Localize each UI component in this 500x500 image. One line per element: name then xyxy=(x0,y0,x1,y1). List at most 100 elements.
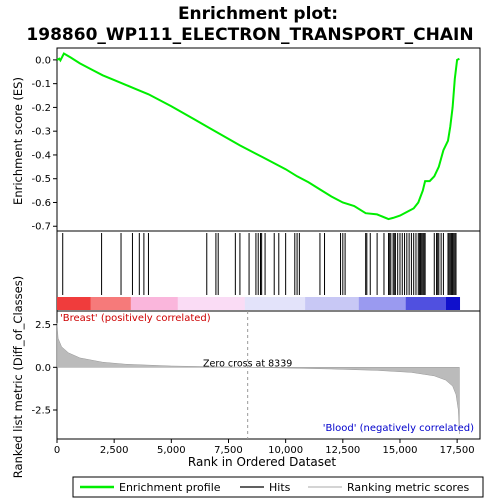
color-bar-segment xyxy=(338,297,347,310)
color-bar-segment xyxy=(150,297,159,310)
x-axis-label: Rank in Ordered Dataset xyxy=(188,455,336,469)
es-y-tick-label: -0.2 xyxy=(31,103,51,114)
ranking-metric-area xyxy=(56,322,460,434)
metric-y-tick-label: 2.5 xyxy=(35,320,51,331)
metric-y-tick-label: 0.0 xyxy=(35,363,51,374)
metric-panel-frame xyxy=(56,310,481,440)
color-bar-segment xyxy=(446,297,454,310)
color-bar-segment xyxy=(325,297,333,310)
color-bar-segment xyxy=(130,297,139,310)
x-axis-ticks: 0 2,500 5,000 7,500 10,000 12,500 15,000 17,500 xyxy=(54,439,475,456)
color-bar-segment xyxy=(144,297,152,310)
zero-cross-label: Zero cross at 8339 xyxy=(203,358,292,369)
es-y-tick-label: -0.5 xyxy=(31,174,51,185)
color-bar-segment xyxy=(63,297,72,310)
color-bar-segment xyxy=(231,297,239,310)
color-bar-segment xyxy=(392,297,400,310)
color-bar-segment xyxy=(419,297,427,310)
color-bar-segment xyxy=(244,297,253,310)
legend: Enrichment profile Hits Ranking metric sco… xyxy=(80,481,469,494)
color-bar-segment xyxy=(352,297,360,310)
metric-panel-ticks: 2.5 0.0 -2.5 xyxy=(31,320,57,416)
negative-class-label: 'Blood' (negatively correlated) xyxy=(323,423,474,434)
color-bar-segment xyxy=(204,297,212,310)
color-bar-segment xyxy=(285,297,293,310)
color-bar-segment xyxy=(278,297,286,310)
color-bar-segment xyxy=(432,297,440,310)
color-bar-segment xyxy=(117,297,125,310)
es-y-tick-label: -0.4 xyxy=(31,150,51,161)
legend-label: Hits xyxy=(269,481,291,494)
color-bar-segment xyxy=(452,297,461,310)
x-tick-label: 0 xyxy=(54,445,60,456)
color-bar-segment xyxy=(358,297,367,310)
metric-y-tick-label: -2.5 xyxy=(31,405,51,416)
chart-title-line2: 198860_WP111_ELECTRON_TRANSPORT_CHAIN xyxy=(26,25,473,45)
color-bar-segment xyxy=(412,297,420,310)
color-bar-segment xyxy=(425,297,434,310)
legend-box xyxy=(72,476,484,498)
color-bar-segment xyxy=(311,297,320,310)
color-bar-segment xyxy=(184,297,192,310)
color-bar-segment xyxy=(251,297,259,310)
color-bar-segment xyxy=(124,297,132,310)
es-y-axis-label: Enrichment score (ES) xyxy=(11,77,25,205)
ranking-color-bar xyxy=(57,297,461,310)
positive-class-label: 'Breast' (positively correlated) xyxy=(60,313,211,324)
x-tick-label: 17,500 xyxy=(440,445,475,456)
color-bar-segment xyxy=(90,297,98,310)
color-bar-segment xyxy=(57,297,65,310)
x-tick-label: 5,000 xyxy=(157,445,186,456)
color-bar-segment xyxy=(271,297,279,310)
es-panel-ticks: 0.0 -0.1 -0.2 -0.3 -0.4 -0.5 -0.6 -0.7 xyxy=(31,55,57,233)
x-tick-label: 2,500 xyxy=(100,445,129,456)
color-bar-segment xyxy=(197,297,206,310)
es-y-tick-label: -0.6 xyxy=(31,198,51,209)
color-bar-segment xyxy=(157,297,165,310)
color-bar-segment xyxy=(345,297,353,310)
color-bar-segment xyxy=(171,297,179,310)
color-bar-segment xyxy=(318,297,326,310)
enrichment-profile-line xyxy=(56,52,460,221)
es-y-tick-label: -0.1 xyxy=(31,79,51,90)
es-panel-frame xyxy=(56,47,481,232)
color-bar-segment xyxy=(177,297,186,310)
x-tick-label: 10,000 xyxy=(268,445,303,456)
color-bar-segment xyxy=(258,297,266,310)
hit-markers xyxy=(62,233,457,295)
color-bar-segment xyxy=(110,297,118,310)
color-bar-segment xyxy=(224,297,232,310)
color-bar-segment xyxy=(83,297,92,310)
color-bar-segment xyxy=(305,297,313,310)
color-bar-segment xyxy=(378,297,387,310)
color-bar-segment xyxy=(331,297,340,310)
color-bar-segment xyxy=(385,297,393,310)
color-bar-segment xyxy=(137,297,145,310)
color-bar-segment xyxy=(372,297,380,310)
es-y-tick-label: 0.0 xyxy=(35,55,51,66)
color-bar-segment xyxy=(97,297,105,310)
legend-label: Enrichment profile xyxy=(119,481,221,494)
color-bar-segment xyxy=(405,297,414,310)
color-bar-segment xyxy=(399,297,407,310)
color-bar-segment xyxy=(77,297,85,310)
color-bar-segment xyxy=(217,297,226,310)
es-y-tick-label: -0.3 xyxy=(31,127,51,138)
color-bar-segment xyxy=(298,297,306,310)
color-bar-segment xyxy=(164,297,172,310)
metric-y-axis-label: Ranked list metric (Diff_of_Classes) xyxy=(11,276,25,478)
x-tick-label: 15,000 xyxy=(382,445,417,456)
color-bar-segment xyxy=(103,297,112,310)
color-bar-segment xyxy=(365,297,373,310)
legend-label: Ranking metric scores xyxy=(347,481,469,494)
x-tick-label: 12,500 xyxy=(325,445,360,456)
color-bar-segment xyxy=(238,297,246,310)
x-tick-label: 7,500 xyxy=(214,445,243,456)
color-bar-segment xyxy=(439,297,447,310)
color-bar-segment xyxy=(211,297,219,310)
color-bar-segment xyxy=(264,297,273,310)
color-bar-segment xyxy=(70,297,78,310)
color-bar-segment xyxy=(291,297,300,310)
es-y-tick-label: -0.7 xyxy=(31,222,51,233)
